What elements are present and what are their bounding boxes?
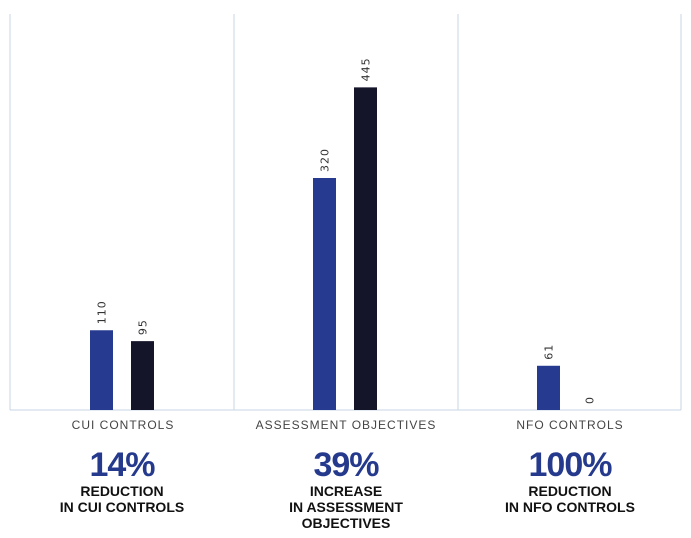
stat-percent: 39% (313, 446, 379, 484)
bar-series1-cat0 (131, 341, 154, 410)
data-label-series1-cat0: 95 (137, 319, 150, 335)
stat-line-1: REDUCTION (528, 483, 612, 499)
stat-percent: 100% (528, 446, 613, 484)
stat-line-2: IN NFO CONTROLS (505, 499, 635, 515)
stat-block-assessment: 39% INCREASE IN ASSESSMENT OBJECTIVES (231, 447, 461, 531)
data-label-series0-cat0: 110 (96, 300, 109, 324)
data-label-series0-cat1: 320 (319, 148, 332, 172)
stat-line-1: INCREASE (309, 483, 383, 499)
stat-line-2: IN ASSESSMENT (289, 499, 403, 515)
bar-series0-cat0 (90, 330, 113, 410)
stat-percent: 14% (89, 446, 155, 484)
stat-block-nfo: 100% REDUCTION IN NFO CONTROLS (455, 447, 685, 515)
bar-series0-cat1 (313, 178, 336, 410)
stat-line-1: REDUCTION (80, 483, 164, 499)
category-label-0: CUI CONTROLS (72, 418, 175, 432)
data-label-series1-cat2: 0 (584, 396, 597, 404)
stat-line-3: OBJECTIVES (301, 515, 391, 531)
data-label-series1-cat1: 445 (360, 57, 373, 81)
data-label-series0-cat2: 61 (543, 344, 556, 360)
stat-block-cui: 14% REDUCTION IN CUI CONTROLS (7, 447, 237, 515)
category-label-1: ASSESSMENT OBJECTIVES (256, 418, 437, 432)
stat-line-2: IN CUI CONTROLS (59, 499, 185, 515)
category-label-2: NFO CONTROLS (516, 418, 623, 432)
bar-series1-cat1 (354, 87, 377, 410)
bar-series0-cat2 (537, 365, 560, 410)
